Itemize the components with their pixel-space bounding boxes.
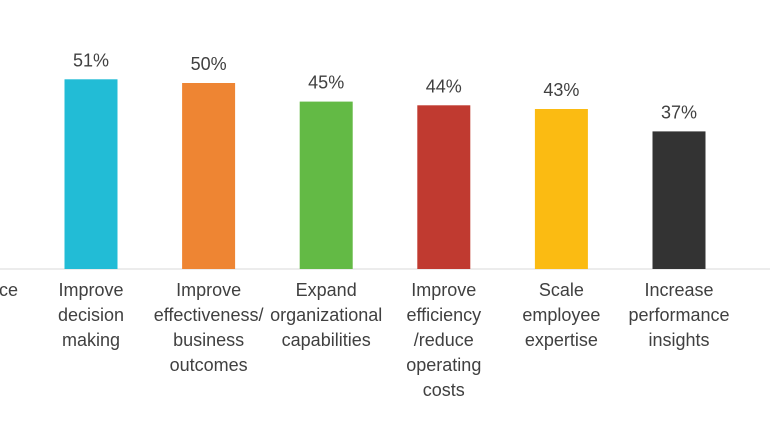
bar-4 [417,105,471,269]
bar-5 [534,109,588,269]
category-label-2: Improve effectiveness/business outcomes [154,280,264,375]
data-label-3: 45% [308,73,344,93]
category-label-5: Scale employee expertise [522,280,600,350]
bar-2 [182,83,236,269]
category-label-1: Improve decision making [58,280,124,350]
bar-3 [299,101,353,269]
partial-category-label: ce [0,280,18,300]
data-label-6: 37% [661,102,697,122]
bar-6 [652,131,706,269]
data-label-2: 50% [191,54,227,74]
category-label-3: Expand organizational capabilities [270,280,382,350]
data-label-4: 44% [426,76,462,96]
data-label-1: 51% [73,50,109,70]
category-label-4: Improve efficiency/reduce operating costs [406,280,481,400]
category-label-6: Increase performance insights [628,280,729,350]
bar-1 [64,79,118,269]
data-label-5: 43% [543,80,579,100]
